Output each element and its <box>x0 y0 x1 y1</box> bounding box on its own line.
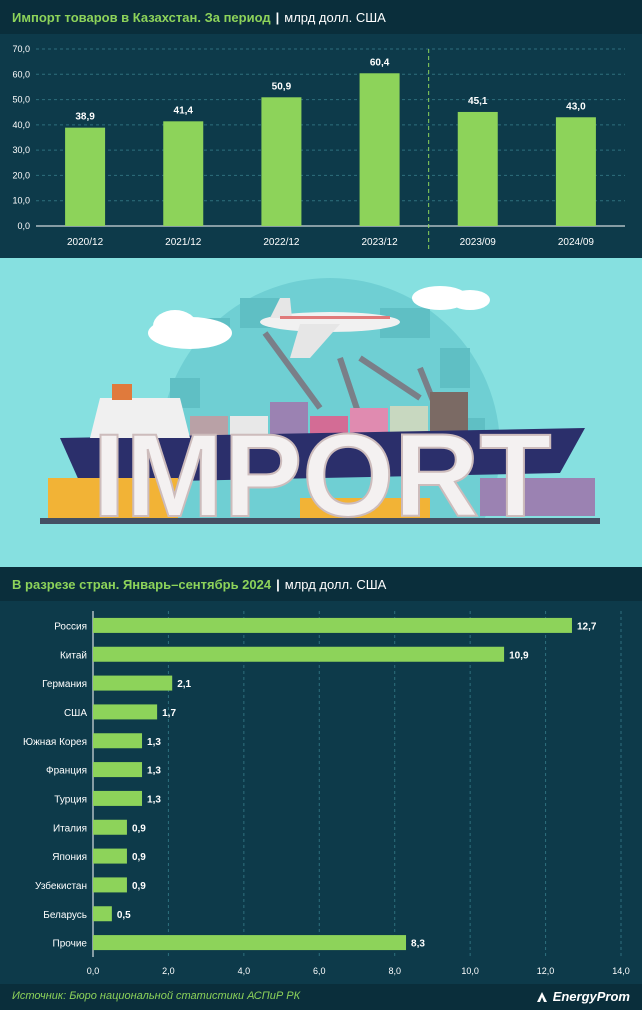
bar-value-label: 10,9 <box>509 650 529 661</box>
bar <box>93 848 127 864</box>
category-label: Япония <box>52 852 87 863</box>
category-label: США <box>64 708 87 719</box>
y-tick-label: 10,0 <box>12 196 30 206</box>
bar <box>93 877 127 893</box>
x-tick-label: 2023/12 <box>362 237 399 248</box>
x-tick-label: 2,0 <box>162 966 175 976</box>
y-tick-label: 20,0 <box>12 170 30 180</box>
airplane-icon <box>260 298 400 358</box>
bar <box>93 935 407 951</box>
import-by-period-chart: 0,0 10,0 20,0 30,0 40,0 50,0 60,0 70,0 38,9 2020/… <box>12 44 625 252</box>
chart2-separator: | <box>276 576 280 592</box>
train-icon <box>48 478 178 518</box>
bar <box>93 617 572 633</box>
y-tick-label: 50,0 <box>12 95 30 105</box>
bar <box>65 127 106 226</box>
category-label: Турция <box>54 794 87 805</box>
bar <box>93 819 127 835</box>
source-text: Источник: Бюро национальной статистики А… <box>12 990 301 1002</box>
x-tick-label: 12,0 <box>537 966 555 976</box>
chart1-separator: | <box>275 9 280 25</box>
bar <box>93 790 143 806</box>
energyprom-logo-icon <box>536 991 547 1002</box>
chart1-header: Импорт товаров в Казахстан. За период | … <box>0 0 642 34</box>
x-tick-label: 2023/09 <box>460 237 497 248</box>
bar <box>457 111 498 226</box>
y-tick-label: 40,0 <box>12 120 30 130</box>
category-label: Германия <box>42 679 87 690</box>
bar-value-label: 0,9 <box>132 852 146 863</box>
bar <box>93 704 158 720</box>
bar <box>261 97 302 226</box>
category-label: Италия <box>53 823 87 834</box>
bar-value-label: 0,9 <box>132 823 146 834</box>
bar <box>163 121 204 226</box>
x-tick-label: 2020/12 <box>67 237 104 248</box>
truck-icon <box>300 498 430 520</box>
category-label: Россия <box>54 621 87 632</box>
bar-value-label: 38,9 <box>75 112 95 123</box>
import-word: IMPORT <box>93 410 552 542</box>
x-tick-label: 10,0 <box>461 966 479 976</box>
chart2-title: В разрезе стран. Январь–сентябрь 2024 <box>12 576 272 592</box>
x-tick-label: 0,0 <box>87 966 100 976</box>
bar-value-label: 1,3 <box>147 737 161 748</box>
x-tick-label: 2021/12 <box>165 237 202 248</box>
category-label: Южная Корея <box>23 737 87 748</box>
bar-value-label: 0,5 <box>117 910 131 921</box>
bar-value-label: 60,4 <box>370 57 390 68</box>
bar-value-label: 43,0 <box>566 101 586 112</box>
bar-value-label: 1,3 <box>147 794 161 805</box>
bar-value-label: 1,7 <box>162 708 176 719</box>
category-label: Узбекистан <box>35 880 87 892</box>
y-tick-label: 0,0 <box>17 221 30 231</box>
x-tick-label: 8,0 <box>388 966 401 976</box>
bar-value-label: 12,7 <box>577 621 597 632</box>
chart2-header: В разрезе стран. Январь–сентябрь 2024 | … <box>0 567 642 601</box>
x-tick-label: 2022/12 <box>263 237 300 248</box>
category-label: Беларусь <box>43 910 87 921</box>
x-tick-label: 6,0 <box>313 966 326 976</box>
brand-logo: EnergyProm <box>535 989 630 1004</box>
y-tick-label: 70,0 <box>12 44 30 54</box>
category-label: Китай <box>60 650 87 661</box>
bar <box>359 73 400 226</box>
brand-name: EnergyProm <box>552 989 630 1004</box>
bar <box>93 762 143 778</box>
banner-svg: IMPORT <box>0 278 642 567</box>
x-tick-label: 4,0 <box>238 966 251 976</box>
import-by-country-chart: 0,0 2,0 4,0 6,0 8,0 10,0 12,0 14,0 12,7 Россия 10,… <box>23 611 630 976</box>
x-tick-label: 14,0 <box>612 966 630 976</box>
bar <box>93 646 505 662</box>
chart2-unit: млрд долл. США <box>284 576 387 592</box>
bar-value-label: 45,1 <box>468 96 488 107</box>
x-tick-label: 2024/09 <box>558 237 595 248</box>
bar-value-label: 8,3 <box>411 939 425 950</box>
category-label: Франция <box>46 766 87 777</box>
import-illustration: IMPORT <box>0 258 642 567</box>
bar <box>555 117 596 226</box>
bar-value-label: 50,9 <box>272 81 292 92</box>
y-tick-label: 60,0 <box>12 69 30 79</box>
bar-value-label: 1,3 <box>147 766 161 777</box>
chart1-unit: млрд долл. США <box>284 9 386 25</box>
bar-value-label: 0,9 <box>132 881 146 892</box>
bar <box>93 733 143 749</box>
bar <box>93 675 173 691</box>
ship-icon <box>60 428 585 483</box>
footer: Источник: Бюро национальной статистики А… <box>0 984 642 1010</box>
cloud-icon <box>148 286 490 349</box>
bar-value-label: 41,4 <box>174 105 194 116</box>
y-tick-label: 30,0 <box>12 145 30 155</box>
bar-value-label: 2,1 <box>177 679 191 690</box>
category-label: Прочие <box>53 939 88 950</box>
chart1-title: Импорт товаров в Казахстан. За период <box>12 9 271 25</box>
bar <box>93 906 112 922</box>
